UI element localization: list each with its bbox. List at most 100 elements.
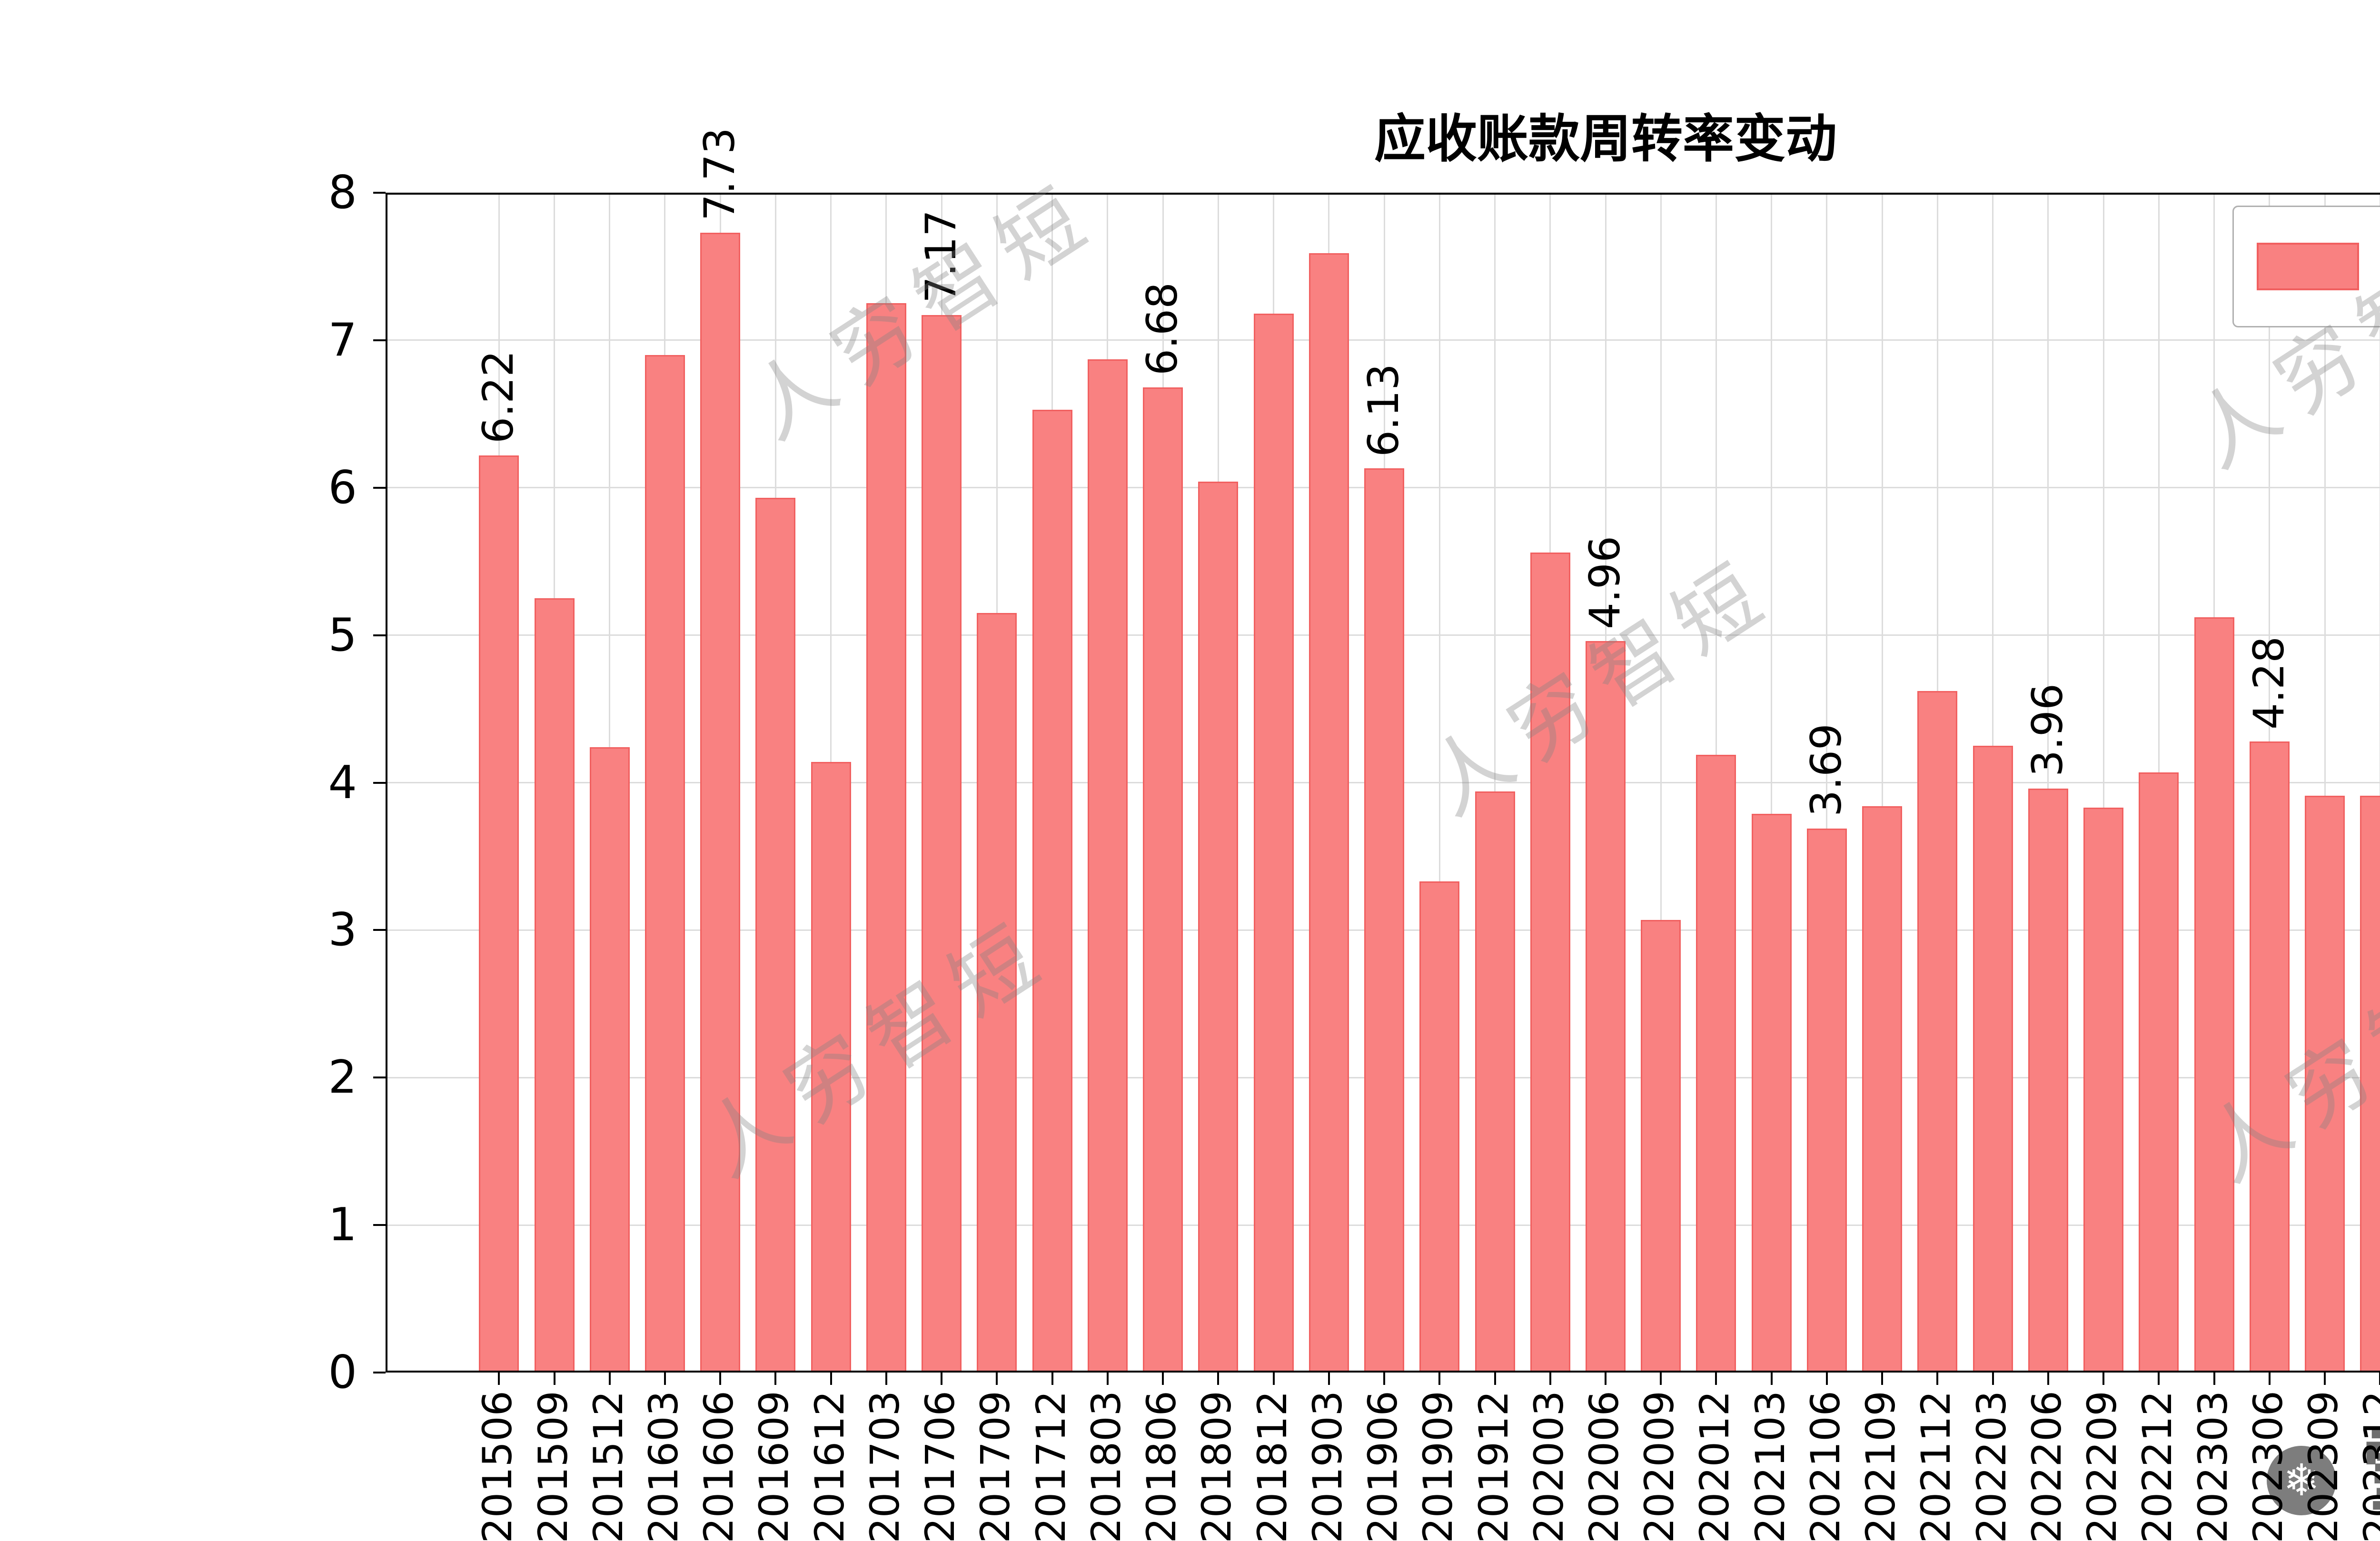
bar — [2194, 617, 2234, 1373]
y-axis-tick — [373, 1372, 386, 1373]
bar — [977, 613, 1017, 1373]
y-axis-tick-label: 3 — [328, 904, 357, 957]
x-axis-tick-label: 202303 — [2189, 1391, 2236, 1541]
gridline-vertical — [1438, 193, 1440, 1373]
x-axis-tick-label: 202106 — [1802, 1391, 1849, 1541]
x-axis-tick — [1770, 1373, 1773, 1385]
legend: 应收账款周转率 — [2232, 206, 2380, 327]
x-axis-tick-label: 201909 — [1415, 1391, 1462, 1541]
x-axis-tick — [1881, 1373, 1884, 1385]
x-axis-tick-label: 202212 — [2134, 1391, 2181, 1541]
y-axis-tick — [373, 1224, 386, 1226]
x-axis-tick-label: 201512 — [585, 1391, 632, 1541]
bar — [2028, 788, 2068, 1373]
x-axis-tick-label: 201612 — [806, 1391, 853, 1541]
x-axis-tick — [664, 1373, 666, 1385]
bar — [1917, 691, 1958, 1373]
x-axis-tick-label: 201609 — [751, 1391, 798, 1541]
x-axis-tick — [1438, 1373, 1441, 1385]
bar-value-label: 7.17 — [916, 210, 966, 304]
x-axis-tick — [2379, 1373, 2380, 1385]
bar — [2249, 741, 2290, 1373]
footer-brand: 雪球 — [2361, 1428, 2380, 1519]
x-axis-tick — [1328, 1373, 1330, 1385]
gridline-vertical — [2324, 193, 2326, 1373]
x-axis-tick-label: 201506 — [474, 1391, 521, 1541]
xueqiu-logo-icon: ❄ — [2267, 1446, 2336, 1515]
bar — [1696, 754, 1736, 1373]
gridline-vertical — [1771, 193, 1773, 1373]
x-axis-tick-label: 202309 — [2300, 1391, 2347, 1541]
x-axis-tick — [553, 1373, 555, 1385]
x-axis-tick — [1106, 1373, 1109, 1385]
bar — [1198, 482, 1239, 1373]
gridline-horizontal — [386, 339, 2380, 341]
y-axis-tick-label: 6 — [328, 461, 357, 514]
x-axis-tick — [1494, 1373, 1496, 1385]
x-axis-tick — [2324, 1373, 2326, 1385]
y-axis-tick — [373, 192, 386, 194]
bar — [700, 232, 741, 1373]
gridline-vertical — [1881, 193, 1883, 1373]
y-axis-tick — [373, 339, 386, 341]
bar — [1032, 409, 1072, 1373]
y-axis-tick — [373, 634, 386, 636]
bar-value-label: 3.96 — [2023, 683, 2072, 777]
bar — [1973, 746, 2013, 1373]
x-axis-tick-label: 202112 — [1913, 1391, 1960, 1541]
bar-value-label: 4.96 — [1580, 536, 1629, 630]
x-axis-tick-label: 201706 — [917, 1391, 964, 1541]
bar — [866, 303, 906, 1373]
bar — [1530, 553, 1570, 1373]
x-axis-tick — [719, 1373, 722, 1385]
chart-title: 应收账款周转率变动 — [1374, 109, 1837, 169]
x-axis-tick-label: 201906 — [1359, 1391, 1407, 1541]
x-axis-tick — [830, 1373, 832, 1385]
x-axis-tick-label: 201509 — [529, 1391, 576, 1541]
gridline-vertical — [2102, 193, 2104, 1373]
bar — [2360, 796, 2380, 1373]
bar — [1475, 791, 1515, 1373]
x-axis-tick-label: 201703 — [861, 1391, 908, 1541]
bar — [1253, 314, 1294, 1373]
x-axis-tick-label: 202306 — [2244, 1391, 2291, 1541]
y-axis-tick-label: 5 — [328, 609, 357, 662]
x-axis-tick — [2102, 1373, 2105, 1385]
x-axis-tick-label: 202006 — [1581, 1391, 1627, 1541]
x-axis-tick — [885, 1373, 887, 1385]
x-axis-tick-label: 202109 — [1857, 1391, 1904, 1541]
y-axis-tick-label: 0 — [328, 1346, 357, 1399]
x-axis-tick — [1383, 1373, 1386, 1385]
x-axis-tick — [1605, 1373, 1606, 1385]
x-axis-tick — [1549, 1373, 1551, 1385]
snowflake-icon: ❄ — [2283, 1455, 2320, 1506]
bar — [479, 455, 519, 1373]
bar — [755, 498, 796, 1373]
x-axis-tick-label: 202103 — [1746, 1391, 1794, 1541]
x-axis-tick-label: 201606 — [695, 1391, 743, 1541]
x-axis-tick-label: 201812 — [1249, 1391, 1296, 1541]
y-axis-tick-label: 1 — [328, 1199, 357, 1252]
x-axis-tick-label: 202009 — [1636, 1391, 1683, 1541]
bar-value-label: 6.22 — [474, 350, 523, 444]
x-axis-tick-label: 201809 — [1193, 1391, 1240, 1541]
gridline-vertical — [1826, 193, 1828, 1373]
bar — [589, 747, 630, 1373]
x-axis-tick — [1217, 1373, 1220, 1385]
x-axis-tick-label: 202003 — [1525, 1391, 1572, 1541]
bar — [1751, 813, 1792, 1373]
x-axis-tick-label: 201803 — [1082, 1391, 1130, 1541]
bar — [1586, 641, 1626, 1373]
x-axis-tick-label: 201903 — [1304, 1391, 1351, 1541]
y-axis-tick-label: 4 — [328, 756, 357, 809]
x-axis-tick — [2268, 1373, 2271, 1385]
x-axis-tick — [1051, 1373, 1053, 1385]
plot-frame — [386, 193, 2380, 1373]
y-axis-tick — [373, 486, 386, 489]
legend-swatch — [2257, 243, 2359, 290]
x-axis-tick — [1660, 1373, 1662, 1385]
x-axis-tick — [774, 1373, 777, 1385]
x-axis-tick-label: 202206 — [2023, 1391, 2070, 1541]
bar — [534, 598, 575, 1373]
